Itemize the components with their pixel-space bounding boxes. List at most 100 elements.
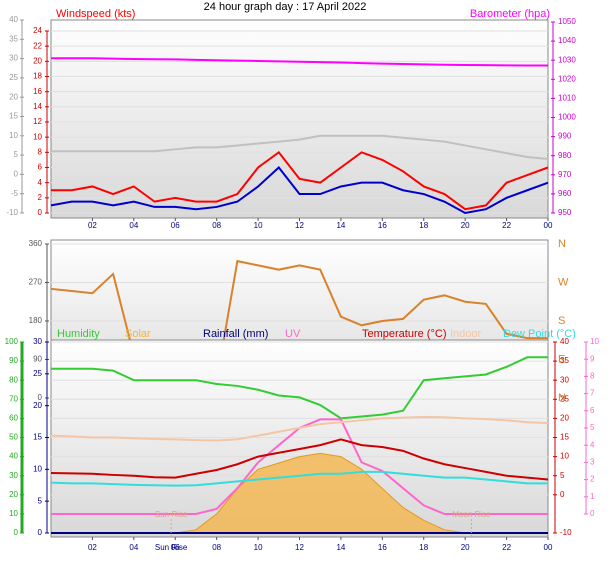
y2-tick-label: 1010 [558,94,576,103]
y4-tick-label: 4 [590,440,595,449]
y2-tick-label: 1000 [558,113,576,122]
y4-tick-label: 2 [590,475,595,484]
y2-tick-label: 5 [560,471,565,480]
y4-tick-label: 8 [590,372,595,381]
x-tick-label: 18 [419,221,428,230]
series-line [51,356,548,420]
series-line [51,134,549,160]
plot-area [50,19,549,219]
y2-tick-label: 15 [560,433,569,442]
y4-tick-label: 1 [590,492,595,501]
y3-tick-label: 15 [33,433,42,442]
x-tick-label: 02 [88,543,97,552]
y-tick-label: 4 [38,178,43,187]
y2-tick-label: N [558,238,566,250]
y4-tick-label: 9 [590,354,595,363]
series-line [50,415,549,442]
y2-tick-label: N [558,392,566,404]
series-line [50,438,549,481]
x-tick-label: 08 [212,543,221,552]
x-tick-label: 00 [544,221,553,230]
y3-tick-label: 20 [33,401,42,410]
y2-tick-label: 10 [560,452,569,461]
y2-tick-label: 20 [560,414,569,423]
x-tick-label: 02 [88,221,97,230]
y-tick-label: 90 [9,356,18,365]
y4-tick-label: 7 [590,389,595,398]
y3-tick-label: 0 [14,170,19,179]
y-tick-label: 16 [33,87,42,96]
x-tick-label: 20 [461,221,470,230]
y-tick-label: 50 [9,433,18,442]
y-tick-label: 100 [5,337,19,346]
legend-label: Dew Point (°C) [503,328,576,340]
x-tick-label: 14 [336,221,345,230]
y3-tick-label: 10 [33,464,42,473]
y3-tick-label: 30 [33,337,42,346]
x-tick-label: 04 [129,221,138,230]
y2-tick-label: 0 [560,490,565,499]
legend-label: Humidity [57,328,100,340]
y-tick-label: 360 [29,239,43,248]
y2-tick-label: 25 [560,394,569,403]
x-tick-label: 08 [212,221,221,230]
y2-tick-label: S [558,315,565,327]
legend-label: Indoor [450,328,482,340]
y-tick-label: 80 [9,375,18,384]
legend-label: Temperature (°C) [362,328,446,340]
y-tick-label: 180 [29,316,43,325]
y2-tick-label: 1050 [558,17,576,26]
y-tick-label: 10 [9,509,18,518]
y2-tick-label: 1020 [558,74,576,83]
x-marker-label: Sun Rise [155,543,188,552]
y4-tick-label: 10 [590,337,599,346]
legend-label: Solar [125,328,151,340]
legend-label: Windspeed (kts) [56,8,135,20]
legend-label: Rainfall (mm) [203,328,268,340]
y2-tick-label: 960 [558,189,572,198]
x-tick-label: 10 [254,543,263,552]
y2-tick-label: 1040 [558,36,576,45]
chart-title: 24 hour graph day : 17 April 2022 [204,1,367,13]
x-tick-label: 04 [129,543,138,552]
y-tick-label: 6 [38,163,43,172]
y4-tick-label: 0 [590,509,595,518]
y-tick-label: 0 [38,393,43,402]
y-tick-label: 40 [9,452,18,461]
y-tick-label: 30 [9,471,18,480]
y4-tick-label: 6 [590,406,595,415]
series-line [50,166,549,215]
y-tick-label: 18 [33,72,42,81]
annotation: Sun Rise [155,510,188,519]
y-tick-label: 12 [33,117,42,126]
y-tick-label: 8 [38,147,43,156]
y3-tick-label: 15 [9,112,18,121]
y-tick-label: 22 [33,41,42,50]
x-tick-label: 10 [254,221,263,230]
y3-tick-label: 5 [38,496,43,505]
x-tick-label: 20 [461,543,470,552]
y-tick-label: 10 [33,132,42,141]
y2-tick-label: 1030 [558,55,576,64]
y2-tick-label: 980 [558,151,572,160]
y-tick-label: 60 [9,414,18,423]
y3-tick-label: 20 [9,92,18,101]
y-tick-label: 70 [9,394,18,403]
y2-tick-label: 35 [560,356,569,365]
y4-tick-label: 5 [590,423,595,432]
y3-tick-label: -10 [6,208,18,217]
y-tick-label: 0 [38,208,43,217]
y-tick-label: 270 [29,278,43,287]
x-tick-label: 06 [171,221,180,230]
y2-tick-label: W [558,276,569,288]
legend-label: Barometer (hpa) [470,8,550,20]
x-tick-label: 12 [295,221,304,230]
x-tick-label: 12 [295,543,304,552]
y-tick-label: 24 [33,26,42,35]
y3-tick-label: 25 [9,73,18,82]
y2-tick-label: 990 [558,132,572,141]
y2-tick-label: 40 [560,337,569,346]
annotation: Moon Rise [452,510,491,519]
